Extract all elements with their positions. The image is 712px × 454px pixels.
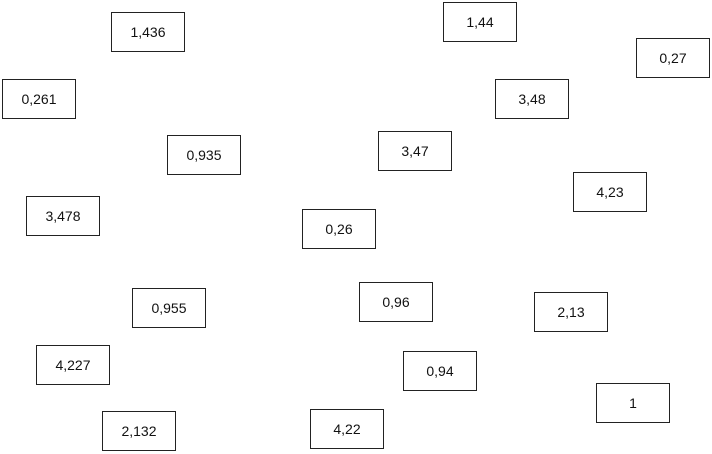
number-box: 0,935	[167, 135, 241, 175]
number-box: 0,26	[302, 209, 376, 249]
number-box: 3,48	[495, 79, 569, 119]
number-box: 0,261	[2, 79, 76, 119]
number-box: 3,478	[26, 196, 100, 236]
number-box: 0,955	[132, 288, 206, 328]
number-box: 0,27	[636, 38, 710, 78]
number-box: 4,22	[310, 409, 384, 449]
number-box: 1,436	[111, 12, 185, 52]
number-box: 2,13	[534, 292, 608, 332]
number-box: 3,47	[378, 131, 452, 171]
number-box: 4,227	[36, 345, 110, 385]
number-box: 4,23	[573, 172, 647, 212]
number-box: 1	[596, 383, 670, 423]
number-box: 0,96	[359, 282, 433, 322]
number-box: 1,44	[443, 2, 517, 42]
number-box: 0,94	[403, 351, 477, 391]
number-box: 2,132	[102, 411, 176, 451]
